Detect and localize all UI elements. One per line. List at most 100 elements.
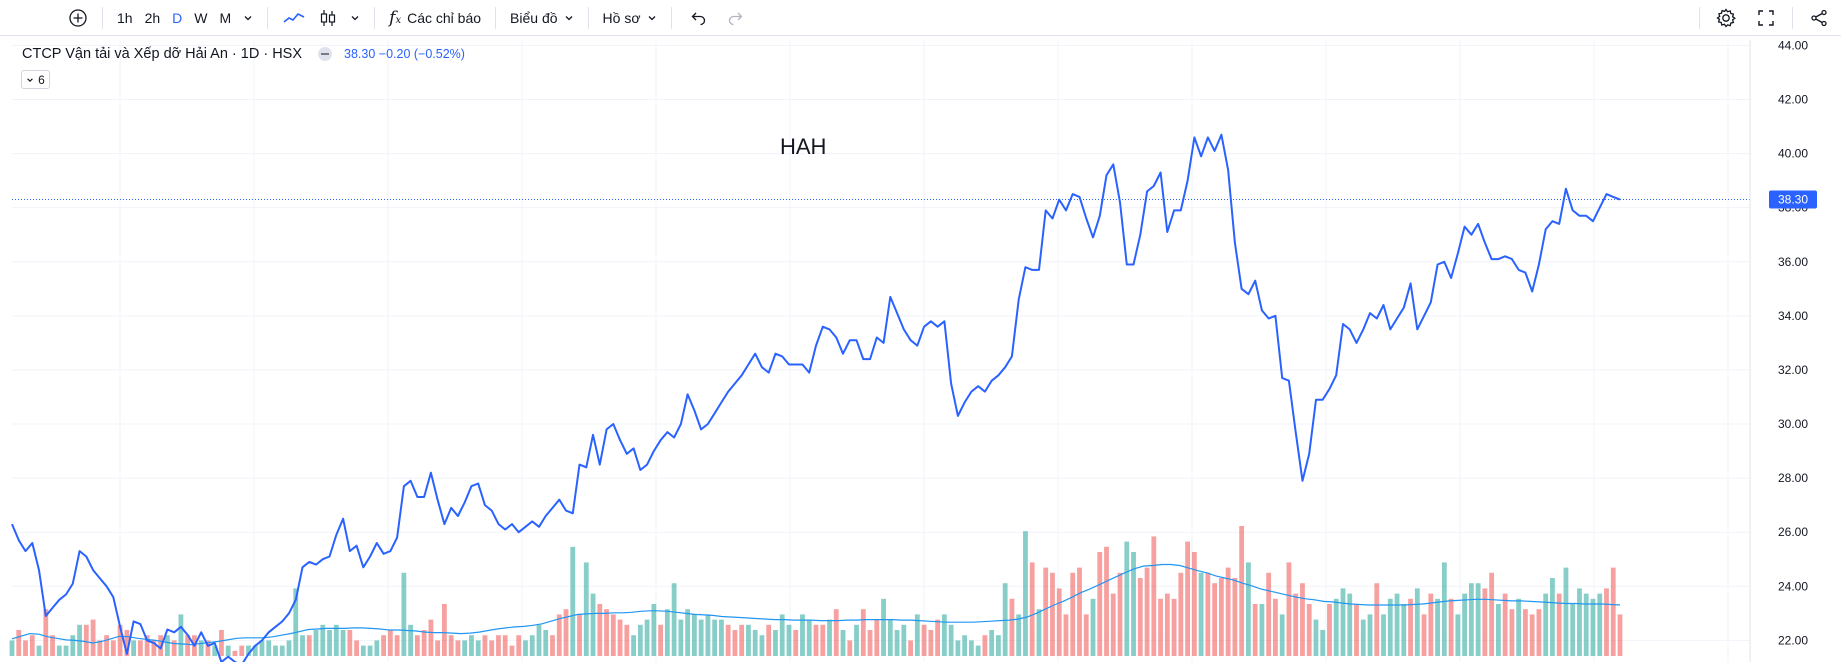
- volume-bar: [347, 630, 353, 656]
- volume-bar: [435, 640, 441, 656]
- volume-bar: [23, 640, 28, 656]
- volume-bar: [1300, 583, 1305, 656]
- volume-bar: [9, 640, 15, 656]
- volume-bar: [1509, 609, 1515, 656]
- symbol-title[interactable]: CTCP Vận tải và Xếp dỡ Hải An · 1D · HSX: [22, 46, 303, 62]
- volume-bar: [847, 640, 853, 656]
- volume-bar: [1259, 604, 1265, 656]
- chevron-down-icon: [565, 15, 572, 20]
- chart-type-dropdown-button[interactable]: [344, 4, 366, 32]
- volume-bar: [658, 624, 664, 656]
- price-axis-label: 28.00: [1778, 471, 1808, 485]
- collapse-series-icon[interactable]: [318, 47, 333, 61]
- price-axis-label: 26.00: [1778, 525, 1808, 539]
- volume-bar: [1293, 593, 1299, 656]
- share-icon: [1811, 9, 1827, 27]
- interval-d[interactable]: D: [172, 9, 183, 26]
- toolbar-separator: [495, 6, 497, 29]
- volume-bar: [773, 630, 778, 656]
- price-axis-label: 24.00: [1778, 579, 1808, 593]
- volume-bar: [1083, 614, 1089, 656]
- volume-bar: [833, 609, 839, 656]
- volume-bar: [651, 604, 657, 656]
- volume-bar: [1597, 593, 1603, 656]
- chart-menu-button[interactable]: Biểu đồ: [504, 4, 579, 32]
- line-chart-button[interactable]: [276, 4, 312, 32]
- volume-bar: [671, 583, 677, 656]
- volume-bar: [1239, 526, 1245, 656]
- volume-bar: [921, 624, 927, 656]
- volume-bar: [563, 609, 569, 656]
- volume-bar: [1482, 588, 1488, 656]
- volume-bar: [854, 624, 859, 656]
- volume-bar: [354, 640, 359, 656]
- volume-bar: [867, 630, 873, 656]
- volume-bar: [151, 640, 157, 656]
- volume-bar: [901, 624, 907, 656]
- volume-bar: [1279, 614, 1285, 656]
- redo-button[interactable]: [720, 4, 750, 32]
- volume-bar: [523, 640, 528, 656]
- share-button[interactable]: [1801, 4, 1837, 32]
- volume-bar: [1097, 552, 1103, 656]
- undo-button[interactable]: [684, 4, 714, 32]
- volume-bar: [989, 630, 995, 656]
- volume-bar: [610, 614, 616, 656]
- interval-w[interactable]: W: [194, 9, 208, 26]
- volume-bar: [360, 645, 366, 656]
- indicators-collapse-button[interactable]: 6: [21, 70, 50, 89]
- interval-1h[interactable]: 1h: [117, 9, 133, 26]
- volume-ma-line: [11, 563, 1621, 646]
- volume-bar: [1502, 593, 1508, 656]
- volume-bar: [590, 593, 596, 656]
- redo-icon: [728, 12, 742, 25]
- volume-bar: [455, 640, 461, 656]
- settings-button[interactable]: [1708, 4, 1744, 32]
- volume-bar: [1543, 593, 1549, 656]
- volume-bar: [712, 619, 718, 656]
- toolbar-separator: [374, 6, 376, 29]
- profile-menu-button[interactable]: Hồ sơ: [597, 4, 663, 32]
- volume-bar: [1212, 583, 1218, 656]
- chevron-down-icon: [244, 15, 252, 20]
- volume-bar: [1225, 567, 1231, 656]
- volume-bar: [475, 640, 481, 656]
- chevron-down-icon: [351, 15, 359, 20]
- volume-bar: [914, 614, 920, 656]
- volume-bar: [1185, 541, 1190, 656]
- volume-bar: [144, 635, 150, 656]
- price-axis-label: 34.00: [1778, 309, 1808, 323]
- volume-bar: [1455, 614, 1461, 656]
- interval-dropdown-button[interactable]: [237, 4, 259, 32]
- volume-bar: [597, 604, 603, 656]
- volume-bar: [1408, 598, 1413, 656]
- volume-bar: [489, 640, 495, 656]
- volume-bar: [631, 635, 636, 656]
- volume-bar: [246, 645, 251, 656]
- volume-bar: [320, 624, 326, 656]
- fullscreen-button[interactable]: [1748, 4, 1784, 32]
- volume-bar: [286, 640, 292, 656]
- indicators-label: Các chỉ báo: [407, 9, 482, 26]
- volume-bar: [1468, 583, 1474, 656]
- volume-bar: [387, 630, 393, 656]
- volume-bar: [185, 635, 191, 656]
- add-symbol-button[interactable]: [62, 4, 94, 32]
- interval-2h[interactable]: 2h: [144, 9, 161, 26]
- volume-bar: [1428, 593, 1434, 656]
- volume-bar: [1320, 630, 1326, 656]
- volume-bar: [1516, 598, 1522, 656]
- volume-bar: [874, 619, 880, 656]
- price-axis-label: 32.00: [1778, 363, 1808, 377]
- volume-bar: [259, 640, 265, 656]
- indicators-button[interactable]: fx Các chỉ báo: [383, 4, 487, 32]
- candlestick-button[interactable]: [312, 4, 344, 32]
- interval-m[interactable]: M: [219, 9, 232, 26]
- profile-menu-label: Hồ sơ: [602, 9, 641, 26]
- volume-bar: [1448, 598, 1454, 656]
- volume-bar: [1313, 619, 1319, 656]
- volume-bar: [448, 635, 454, 656]
- volume-bar: [482, 635, 488, 656]
- volume-bar: [1617, 614, 1623, 656]
